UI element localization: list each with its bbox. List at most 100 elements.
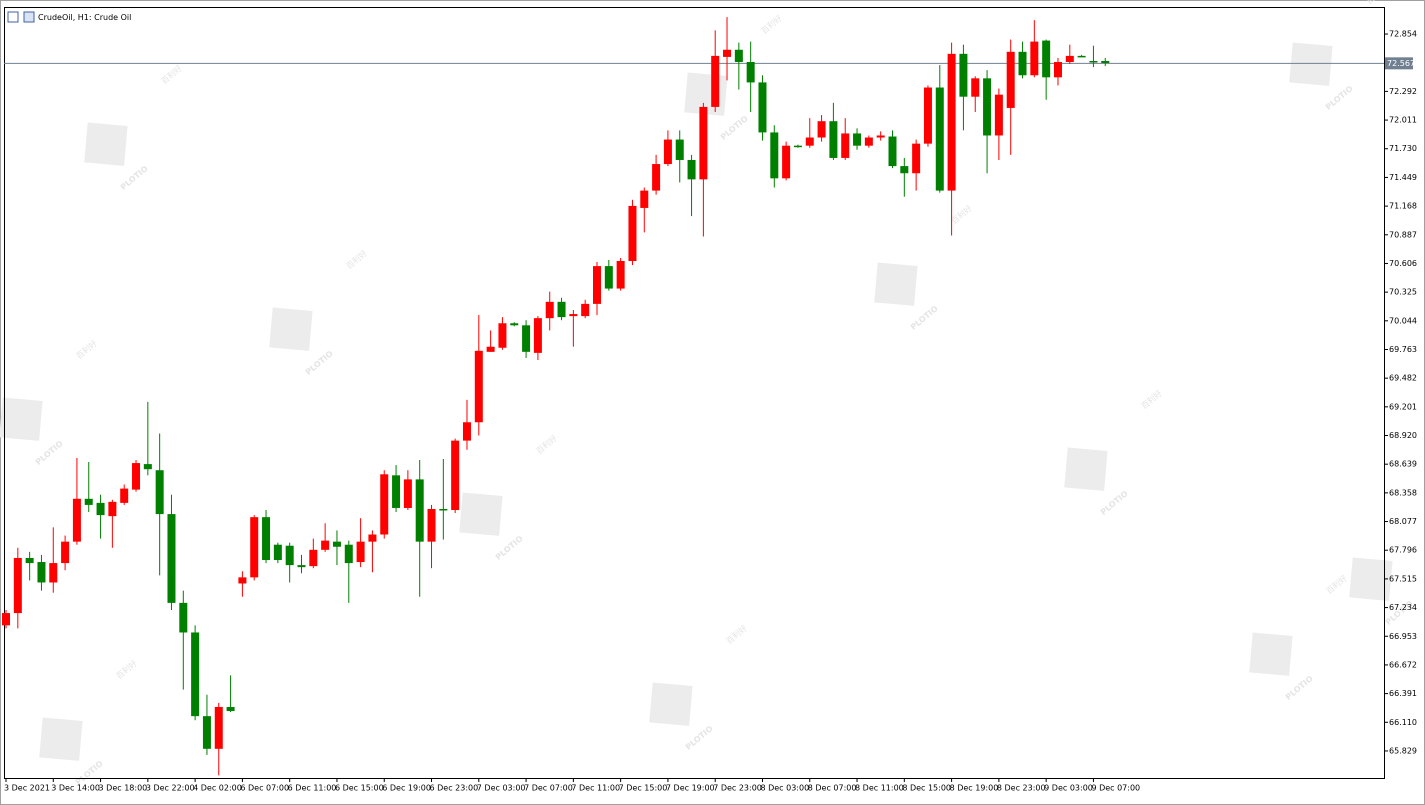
candle-body (663, 139, 672, 165)
x-tick-label: 8 Dec 11:00 (855, 784, 904, 793)
candle-body (746, 62, 755, 83)
y-tick-label: 68.920 (1389, 431, 1417, 440)
watermark-logo (459, 492, 503, 536)
candle-body (782, 145, 791, 179)
y-tick-label: 70.887 (1389, 230, 1417, 239)
x-tick-label: 7 Dec 07:00 (524, 784, 573, 793)
x-tick-label: 4 Dec 02:00 (193, 784, 242, 793)
candle-body (332, 541, 341, 547)
last-price-box (1385, 57, 1413, 70)
candle-body (947, 53, 956, 191)
candle-body (569, 314, 578, 317)
candle-body (522, 325, 531, 352)
candle-body (545, 301, 554, 319)
candle-body (616, 261, 625, 289)
watermark-logo (269, 307, 313, 351)
y-tick-label: 71.449 (1389, 173, 1417, 182)
candle-body (652, 164, 661, 191)
candle-body (49, 563, 58, 583)
candle-body (427, 508, 436, 542)
candle-body (132, 463, 141, 490)
candle-body (356, 541, 365, 563)
y-tick-label: 67.234 (1389, 603, 1417, 612)
candle-body (462, 422, 471, 441)
candle-body (321, 540, 330, 550)
symbol-icon (23, 11, 35, 23)
y-tick-label: 66.672 (1389, 660, 1417, 669)
candle-body (486, 346, 495, 352)
x-tick-label: 6 Dec 19:00 (382, 784, 431, 793)
watermark-logo (39, 717, 83, 761)
y-tick-label: 72.011 (1389, 116, 1417, 125)
watermark-logo (84, 122, 128, 166)
candle-body (687, 159, 696, 180)
y-tick-label: 71.730 (1389, 144, 1417, 153)
candle-body (923, 87, 932, 144)
candle-body (770, 132, 779, 179)
y-tick-label: 71.168 (1389, 202, 1417, 211)
x-tick-label: 6 Dec 11:00 (288, 784, 337, 793)
candle-body (344, 544, 353, 564)
candle-body (226, 706, 235, 712)
candle-body (533, 318, 542, 353)
candle-body (805, 137, 814, 146)
candle-body (72, 498, 81, 542)
candle-body (368, 534, 377, 542)
candle-body (191, 632, 200, 717)
candle-body (120, 488, 129, 503)
candle-body (392, 475, 401, 508)
y-tick-label: 67.515 (1389, 574, 1417, 583)
candle-body (238, 577, 247, 584)
x-tick-label: 3 Dec 22:00 (146, 784, 195, 793)
y-tick-label: 68.077 (1389, 517, 1417, 526)
candle-body (983, 78, 992, 136)
candle-body (415, 479, 424, 542)
candle-body (1077, 55, 1086, 58)
x-tick-label: 7 Dec 11:00 (571, 784, 620, 793)
x-tick-label: 7 Dec 03:00 (477, 784, 526, 793)
candle-body (1018, 51, 1027, 76)
watermark-logo (1289, 42, 1333, 86)
candle-body (2, 613, 10, 626)
y-tick-label: 68.358 (1389, 488, 1417, 497)
candle-body (202, 716, 211, 749)
candle-body (25, 557, 34, 564)
candle-body (853, 133, 862, 146)
y-tick-label: 67.796 (1389, 546, 1417, 555)
candle-body (498, 323, 507, 348)
candle-body (876, 135, 885, 138)
x-tick-label: 6 Dec 23:00 (430, 784, 479, 793)
candle-body (711, 55, 720, 107)
candle-body (61, 541, 70, 564)
candle-body (96, 502, 105, 516)
candle-body (841, 133, 850, 158)
candle-body (793, 145, 802, 148)
candle-body (143, 464, 152, 470)
x-tick-label: 6 Dec 15:00 (335, 784, 384, 793)
watermark-logo (874, 262, 918, 306)
candle-body (1042, 40, 1051, 78)
candle-body (971, 78, 980, 97)
candle-body (155, 470, 164, 515)
x-tick-label: 8 Dec 23:00 (997, 784, 1046, 793)
y-tick-label: 66.953 (1389, 632, 1417, 641)
candle-body (864, 137, 873, 146)
candle-body (273, 544, 282, 561)
candle-body (1089, 60, 1098, 63)
candle-body (628, 205, 637, 262)
y-tick-label: 66.391 (1389, 689, 1417, 698)
candle-body (935, 87, 944, 191)
y-tick-label: 65.829 (1389, 746, 1417, 755)
candle-body (734, 49, 743, 63)
candle-body (403, 479, 412, 508)
x-tick-label: 3 Dec 14:00 (51, 784, 100, 793)
candle-body (640, 190, 649, 208)
candle-body (108, 501, 117, 517)
candle-body (758, 82, 767, 133)
candle-body (604, 266, 613, 289)
candle-body (451, 440, 460, 511)
candle-body (888, 136, 897, 167)
